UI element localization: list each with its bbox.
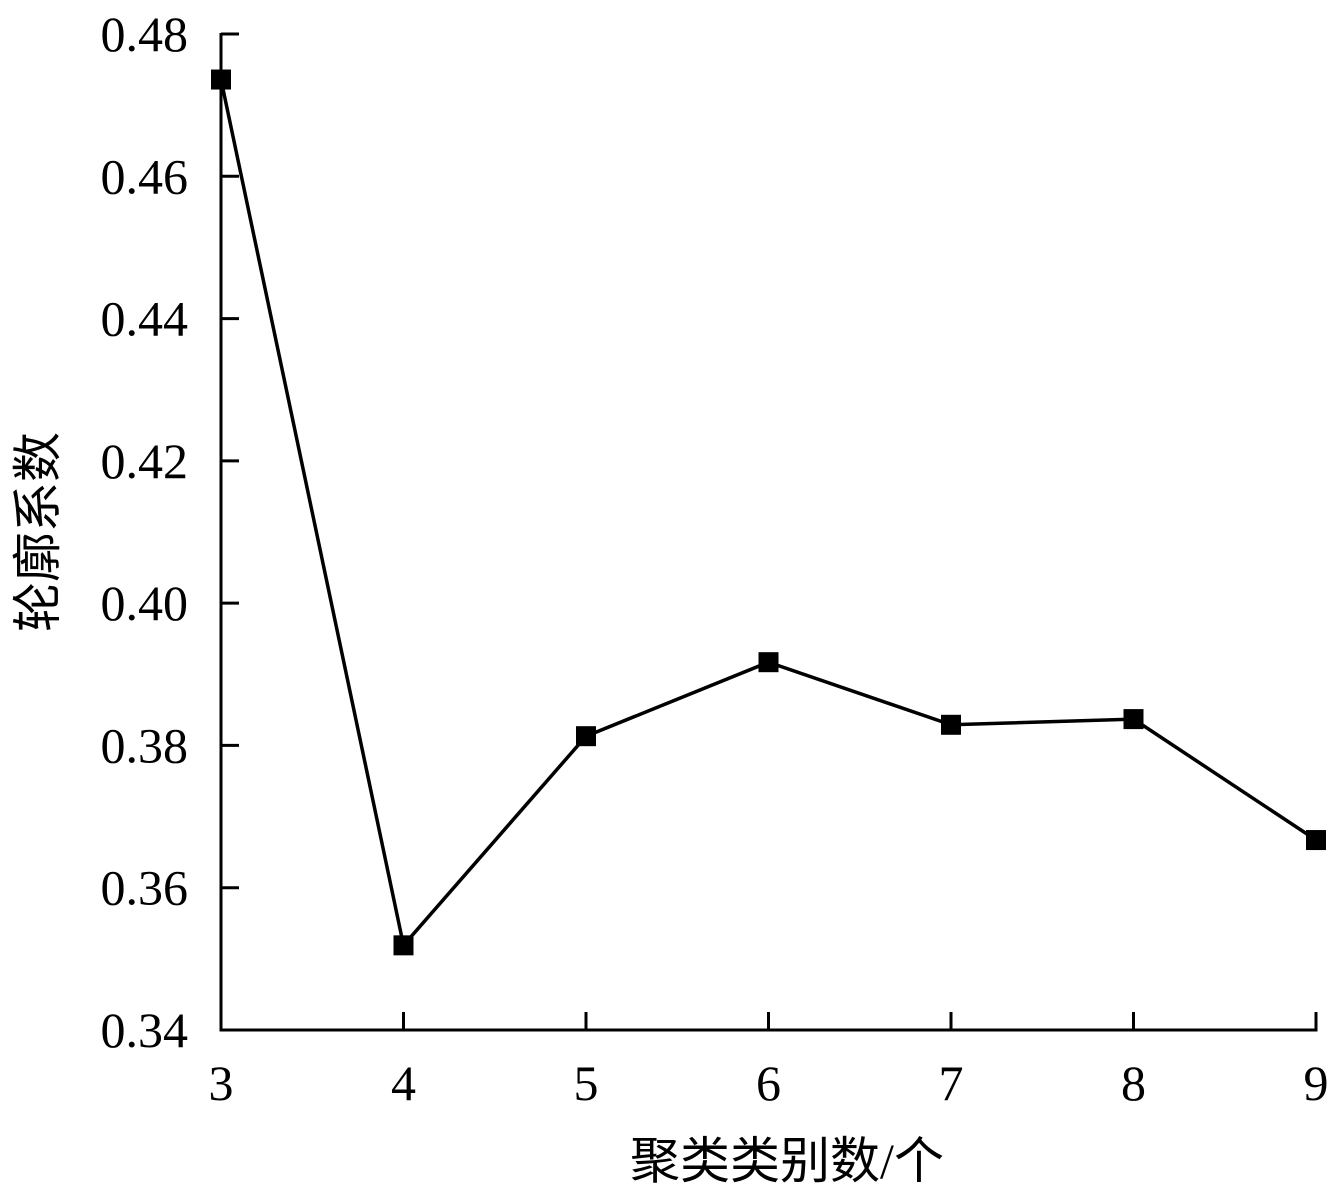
y-tick-label: 0.36	[101, 860, 189, 916]
data-point-marker	[393, 935, 414, 956]
x-axis-title: 聚类类别数/个	[630, 1133, 944, 1189]
y-tick-label: 0.34	[101, 1002, 189, 1058]
series-line	[219, 79, 1317, 950]
x-tick-label: 3	[209, 1055, 234, 1111]
y-tick-label: 0.44	[101, 291, 189, 347]
x-tick-label: 5	[574, 1055, 599, 1111]
y-tick-label: 0.40	[101, 575, 189, 631]
markers-layer	[211, 69, 1326, 956]
data-point-marker	[576, 726, 596, 747]
y-axis-title: 轮廓系数	[10, 432, 66, 632]
data-point-marker	[211, 69, 231, 90]
x-tick-label: 8	[1121, 1055, 1146, 1111]
data-point-marker	[1123, 709, 1144, 730]
data-point-marker	[941, 714, 961, 735]
y-tick-label: 0.38	[101, 717, 189, 773]
data-point-marker	[758, 652, 779, 673]
x-tick-label: 6	[756, 1055, 781, 1111]
data-point-marker	[1306, 830, 1326, 851]
y-tick-label: 0.42	[101, 433, 189, 489]
x-tick-label: 4	[391, 1055, 416, 1111]
x-tick-label: 9	[1304, 1055, 1329, 1111]
y-tick-label: 0.48	[101, 6, 189, 62]
x-tick-label: 7	[939, 1055, 964, 1111]
y-tick-label: 0.46	[101, 148, 189, 204]
axes: 0.34 0.36 0.38 0.40 0.42 0.44 0.46 0.48 3 4 5 6 7 8 9	[101, 6, 1329, 1111]
series-layer	[219, 79, 1317, 950]
